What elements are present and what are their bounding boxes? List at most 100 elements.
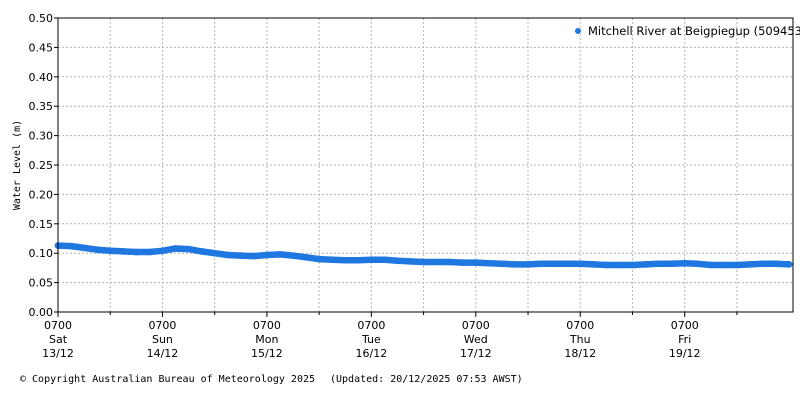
data-point [576,260,584,268]
x-tick-label: 18/12 [564,347,596,360]
data-point [707,261,715,269]
x-tick-label: Thu [569,333,591,346]
y-tick-label: 0.25 [29,159,54,172]
x-tick-label: 16/12 [356,347,388,360]
x-tick-label: 0700 [566,319,594,332]
y-axis-label: Water Level (m) [12,120,23,210]
data-point [433,258,440,266]
y-tick-label: 0.15 [29,218,54,231]
data-point [119,248,127,255]
data-point [146,248,153,256]
data-point [328,256,336,263]
y-axis-ticks: 0.00 0.05 0.10 0.15 0.20 0.25 0.30 0.35 0.40 0.45… [29,12,58,319]
data-point [106,247,114,255]
data-point [485,259,493,267]
data-point [250,252,258,260]
y-tick-label: 0.50 [29,12,54,25]
data-point [315,255,323,263]
x-tick-label: 0700 [253,319,281,332]
data-point [616,261,623,269]
legend: Mitchell River at Beigpiegup (509453) [575,24,800,38]
data-point [93,246,101,253]
data-point [354,256,362,264]
copyright-text: © Copyright Australian Bureau of Meteoro… [20,374,316,385]
data-point [681,259,689,267]
legend-label: Mitchell River at Beigpiegup (509453) [588,24,800,38]
data-point [537,260,545,268]
data-point [746,261,754,268]
x-tick-label: 15/12 [251,347,283,360]
data-point [80,244,88,252]
updated-text: (Updated: 20/12/2025 07:53 AWST) [330,374,523,385]
legend-marker [575,28,581,34]
data-point [720,261,728,269]
data-point [550,260,558,268]
x-tick-label: 0700 [357,319,385,332]
x-tick-label: Sun [152,333,173,346]
data-point [655,260,662,268]
data-point [185,245,192,253]
data-point [263,251,271,259]
x-tick-label: 13/12 [42,347,74,360]
data-point [603,261,610,269]
x-tick-label: Mon [255,333,278,346]
data-point [237,252,245,259]
y-tick-label: 0.35 [29,100,54,113]
data-point [159,247,166,255]
data-point [368,256,375,263]
y-tick-label: 0.05 [29,277,54,290]
data-point [498,260,506,268]
x-tick-label: 17/12 [460,347,492,360]
data-point [133,248,140,256]
data-point [590,261,597,268]
x-tick-label: 0700 [44,319,72,332]
data-point [172,245,179,252]
x-tick-label: 0700 [148,319,176,332]
x-tick-label: 14/12 [147,347,179,360]
data-point [511,261,519,268]
data-point [668,260,675,268]
data-point [198,248,205,255]
data-point [302,254,310,261]
y-tick-label: 0.30 [29,130,54,143]
data-point [381,256,388,263]
data-point [341,256,349,264]
y-tick-label: 0.45 [29,41,54,54]
data-point [211,249,218,257]
series-points [54,242,793,269]
data-point [524,261,532,268]
data-point [642,261,649,268]
data-point [472,259,480,266]
data-point [420,258,427,266]
data-point [694,260,702,268]
y-tick-label: 0.40 [29,71,54,84]
x-tick-label: Wed [464,333,488,346]
data-point [224,251,232,259]
data-point [759,260,767,268]
y-tick-label: 0.20 [29,188,54,201]
data-point [772,260,780,268]
data-point [629,261,636,269]
data-point [785,261,793,268]
data-point [407,258,414,265]
x-tick-label: 19/12 [669,347,701,360]
data-point [446,258,453,266]
x-tick-label: 0700 [462,319,490,332]
y-tick-label: 0.00 [29,306,54,319]
y-tick-label: 0.10 [29,247,54,260]
x-tick-label: 0700 [671,319,699,332]
data-point [563,260,571,268]
data-point [276,251,284,258]
grid-lines [58,18,793,312]
data-point [733,261,741,269]
x-tick-label: Tue [361,333,381,346]
data-point [459,259,467,266]
data-point [394,257,401,265]
x-tick-label: Fri [678,333,691,346]
x-axis-ticks: 0700Sat13/120700Sun14/120700Mon15/120700… [42,312,738,360]
data-point [67,242,75,250]
plot-frame [57,17,794,313]
data-point [289,252,297,259]
x-tick-label: Sat [49,333,68,346]
